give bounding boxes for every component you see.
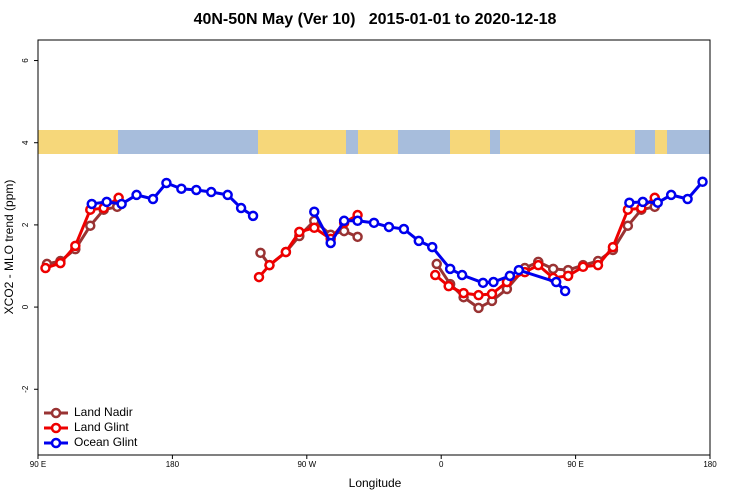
point <box>458 287 469 299</box>
point <box>550 276 562 288</box>
point <box>368 217 380 229</box>
series-line <box>91 180 704 293</box>
y-tick-label: -2 <box>21 385 30 393</box>
plot-frame <box>37 39 711 456</box>
point <box>431 258 442 270</box>
point <box>86 198 98 210</box>
x-tick-label: 180 <box>166 460 180 469</box>
legend-label: Ocean Glint <box>74 435 138 449</box>
y-tick-label: 6 <box>21 58 30 63</box>
point <box>443 280 454 292</box>
point <box>101 196 112 208</box>
point <box>147 193 159 205</box>
point <box>55 257 66 269</box>
point <box>444 263 456 275</box>
point <box>456 269 468 281</box>
point <box>504 270 516 282</box>
point <box>652 197 663 208</box>
point <box>513 264 525 276</box>
point <box>477 277 489 289</box>
x-axis-label: Longitude <box>349 476 402 490</box>
x-tick-label: 90 W <box>297 460 316 469</box>
point <box>255 247 266 259</box>
x-tick-label: 90 E <box>567 460 583 469</box>
point <box>309 206 320 218</box>
y-tick-label: 0 <box>21 304 30 309</box>
point <box>547 263 559 275</box>
point <box>352 215 363 227</box>
legend-marker <box>50 437 62 449</box>
point <box>280 246 292 258</box>
chart-title: 40N-50N May (Ver 10) 2015-01-01 to 2020-… <box>194 11 557 28</box>
x-tick-label: 90 E <box>30 460 46 469</box>
y-tick-label: 2 <box>21 222 30 227</box>
point <box>325 237 336 249</box>
point <box>176 183 187 194</box>
point <box>247 210 259 222</box>
point <box>161 177 172 189</box>
point <box>383 221 395 233</box>
point <box>253 271 265 283</box>
point <box>85 220 96 231</box>
y-tick-label: 4 <box>21 140 30 145</box>
point <box>592 259 604 271</box>
point <box>637 196 649 208</box>
legend-marker <box>50 407 62 419</box>
legend-label: Land Glint <box>74 420 129 434</box>
x-tick-label: 0 <box>439 460 444 469</box>
point <box>426 241 438 253</box>
point <box>191 184 202 196</box>
point <box>624 197 635 208</box>
map-strip <box>38 130 710 154</box>
point <box>429 269 441 281</box>
legend-marker <box>50 422 62 434</box>
point <box>473 302 484 314</box>
point <box>294 226 305 238</box>
point <box>562 270 574 282</box>
point <box>131 189 142 201</box>
series-line <box>44 196 656 297</box>
point <box>533 259 544 271</box>
legend-label: Land Nadir <box>74 405 133 419</box>
point <box>413 235 425 247</box>
point <box>309 222 320 234</box>
point <box>682 193 693 205</box>
point <box>697 176 708 188</box>
point <box>70 240 81 252</box>
point <box>222 189 233 201</box>
y-axis-label: XCO2 - MLO trend (ppm) <box>2 180 16 315</box>
point <box>352 231 363 243</box>
point <box>40 262 51 274</box>
point <box>473 289 484 301</box>
point <box>665 189 677 201</box>
point <box>116 198 127 210</box>
x-tick-label: 180 <box>703 460 717 469</box>
point <box>205 186 217 198</box>
point <box>622 220 634 231</box>
point <box>488 276 499 288</box>
point <box>607 241 619 253</box>
point <box>577 261 589 273</box>
point <box>486 288 498 300</box>
point <box>559 285 571 297</box>
point <box>398 223 410 235</box>
point <box>264 259 275 271</box>
point <box>338 215 350 227</box>
point <box>235 202 247 214</box>
